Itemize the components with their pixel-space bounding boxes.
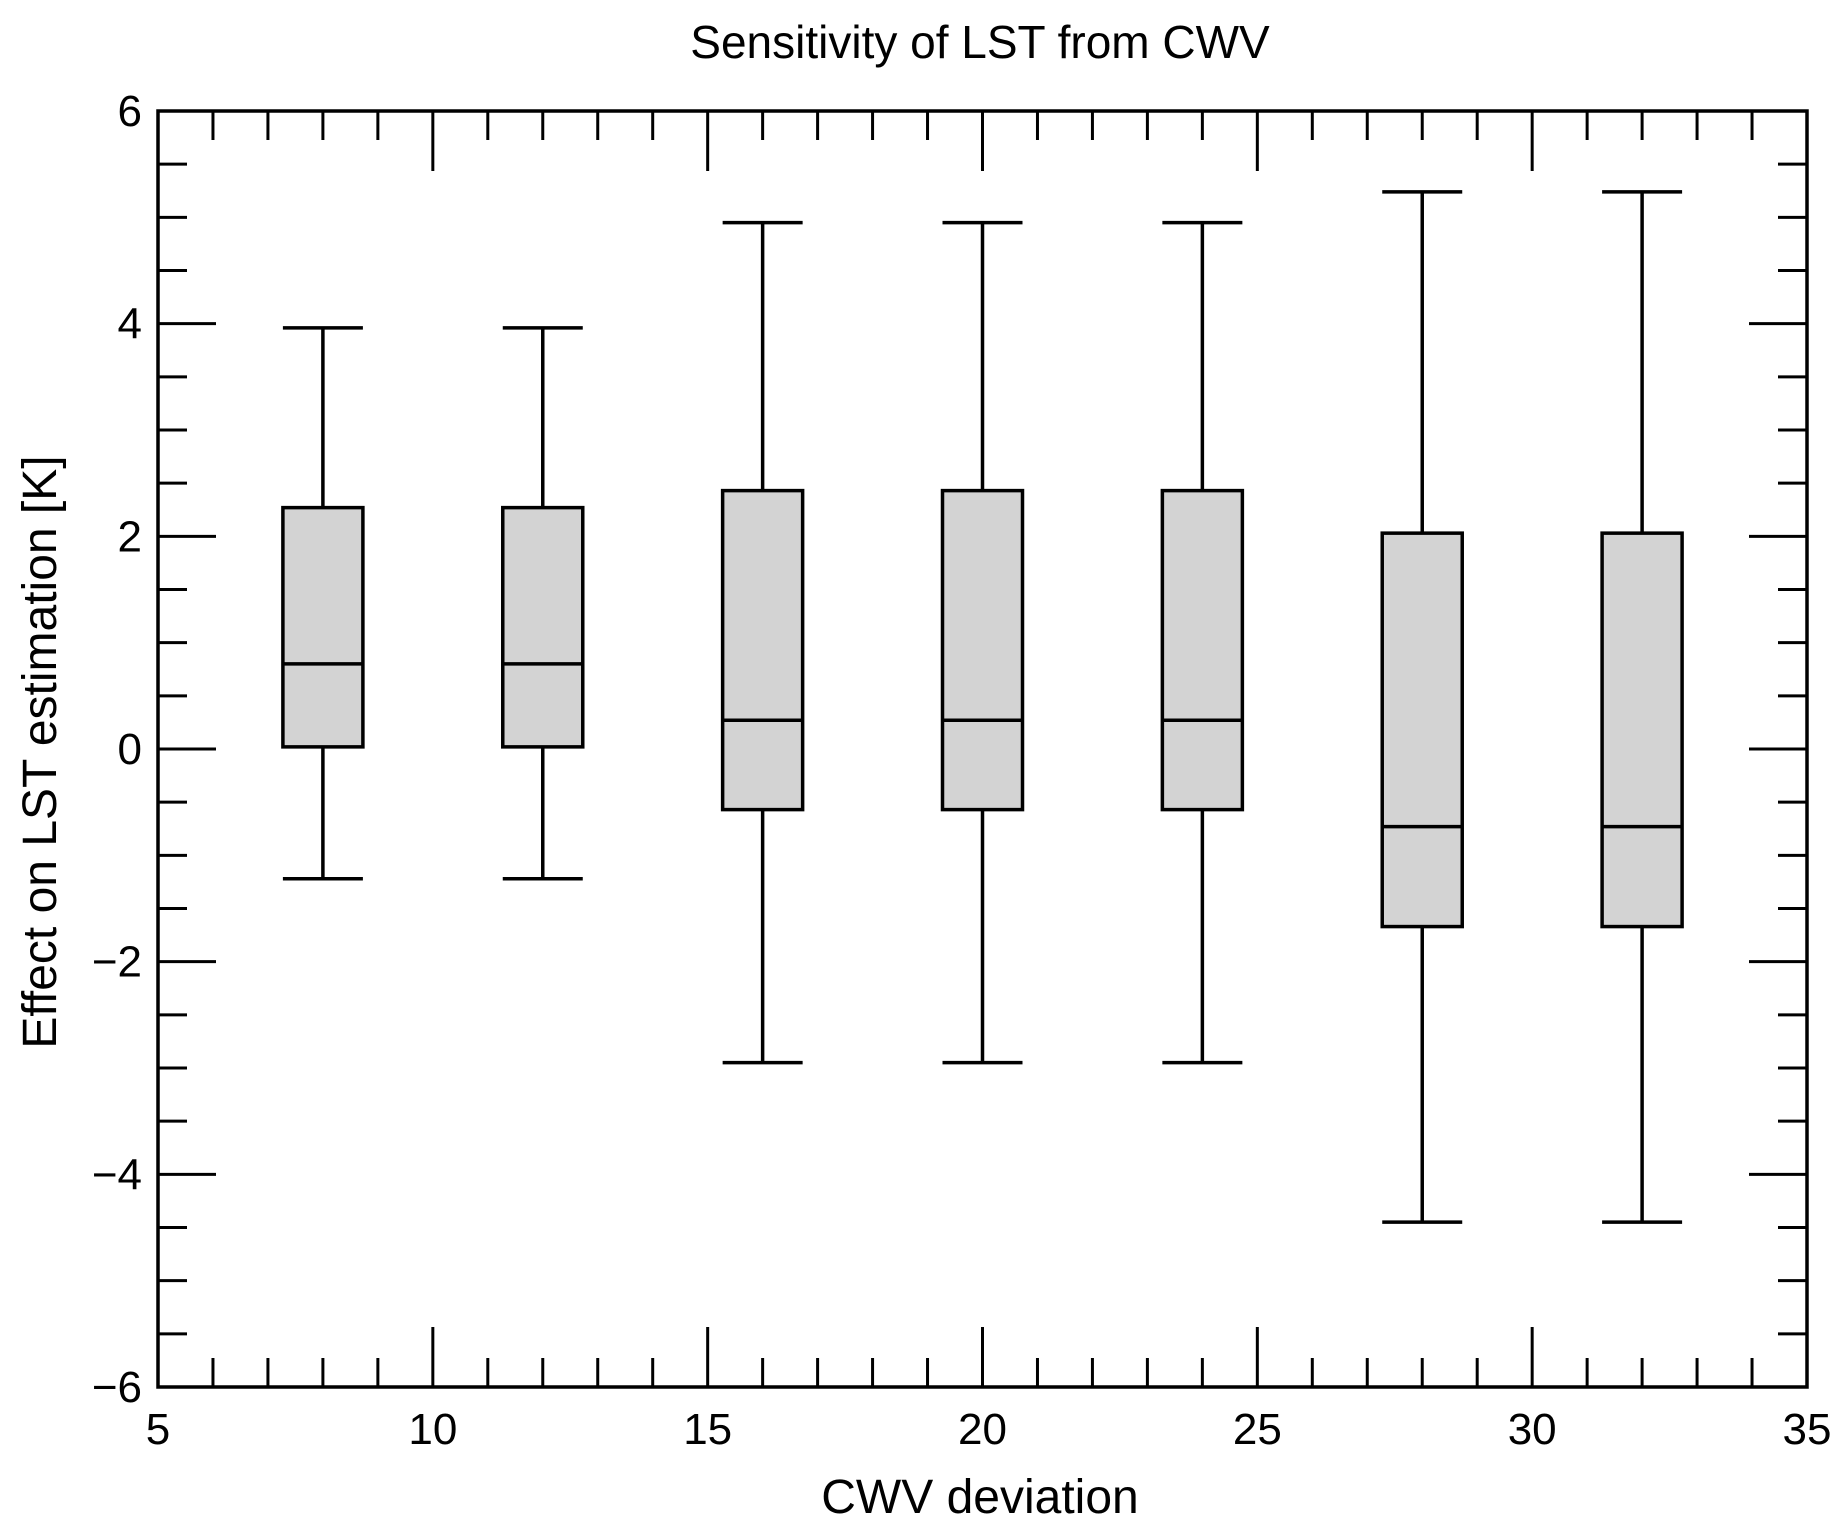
x-tick-label: 35: [1783, 1405, 1832, 1454]
box-iqr: [723, 491, 803, 810]
box-iqr: [1162, 491, 1242, 810]
x-axis-label: CWV deviation: [821, 1471, 1138, 1524]
y-tick-label: −6: [92, 1363, 142, 1412]
x-tick-label: 20: [958, 1405, 1007, 1454]
x-tick-label: 10: [408, 1405, 457, 1454]
chart-title: Sensitivity of LST from CWV: [690, 16, 1270, 68]
box-iqr: [503, 508, 583, 747]
y-tick-label: −4: [92, 1150, 142, 1199]
box-iqr: [1602, 533, 1682, 926]
box-iqr: [283, 508, 363, 747]
x-tick-label: 25: [1233, 1405, 1282, 1454]
x-tick-label: 15: [683, 1405, 732, 1454]
x-tick-label: 30: [1508, 1405, 1557, 1454]
y-axis-label: Effect on LST estimation [K]: [14, 455, 67, 1048]
box-iqr: [1382, 533, 1462, 926]
y-tick-label: 6: [118, 87, 142, 136]
y-tick-label: 4: [118, 300, 142, 349]
box-iqr: [943, 491, 1023, 810]
y-tick-label: 0: [118, 725, 142, 774]
y-tick-label: 2: [118, 512, 142, 561]
x-tick-label: 5: [146, 1405, 170, 1454]
y-tick-label: −2: [92, 938, 142, 987]
plot-area: 5 10 15 20 25 30 35 −6 −4 −2 0 2 4 6: [92, 87, 1832, 1454]
